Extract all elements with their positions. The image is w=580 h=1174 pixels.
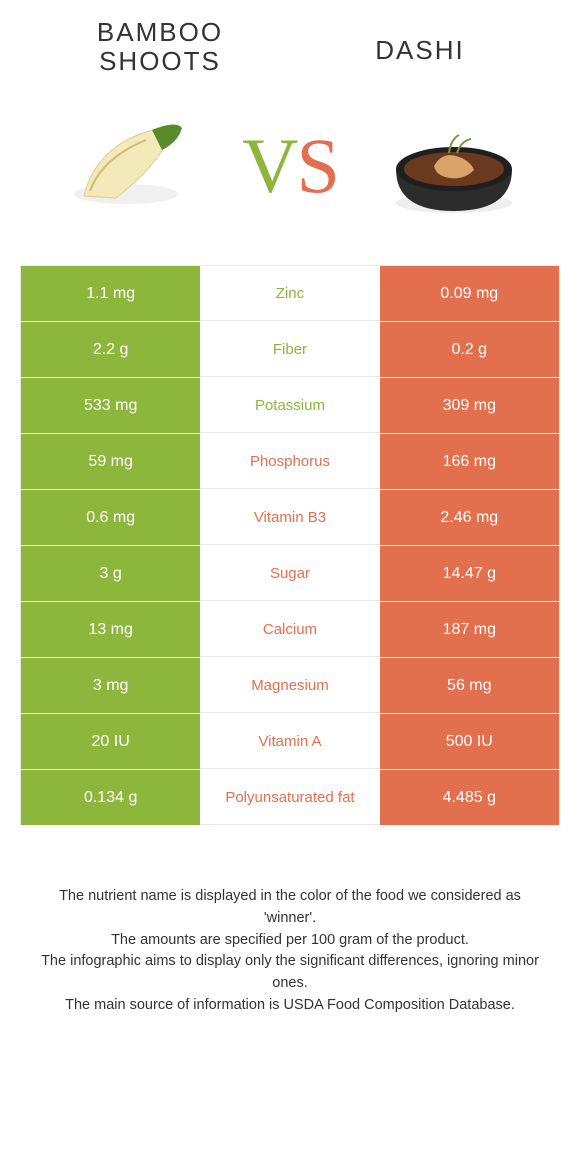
nutrient-label: Phosphorus: [200, 434, 379, 489]
table-row: 20 IUVitamin A500 IU: [21, 714, 559, 770]
nutrient-label: Zinc: [200, 266, 379, 321]
left-value: 3 g: [21, 546, 200, 601]
left-value: 2.2 g: [21, 322, 200, 377]
nutrient-label: Potassium: [200, 378, 379, 433]
table-row: 3 gSugar14.47 g: [21, 546, 559, 602]
left-value: 13 mg: [21, 602, 200, 657]
table-row: 3 mgMagnesium56 mg: [21, 658, 559, 714]
table-row: 0.6 mgVitamin B32.46 mg: [21, 490, 559, 546]
nutrient-label: Polyunsaturated fat: [200, 770, 379, 825]
left-value: 0.134 g: [21, 770, 200, 825]
left-value: 59 mg: [21, 434, 200, 489]
right-value: 56 mg: [380, 658, 559, 713]
right-value: 0.2 g: [380, 322, 559, 377]
left-value: 20 IU: [21, 714, 200, 769]
table-row: 0.134 gPolyunsaturated fat4.485 g: [21, 770, 559, 826]
hero-row: VS: [20, 83, 560, 265]
right-value: 14.47 g: [380, 546, 559, 601]
footer-line-2: The amounts are specified per 100 gram o…: [38, 930, 542, 952]
left-value: 0.6 mg: [21, 490, 200, 545]
title-left: BAMBOO SHOOTS: [30, 18, 290, 75]
footer-line-1: The nutrient name is displayed in the co…: [38, 886, 542, 930]
vs-label: VS: [242, 121, 338, 211]
title-right: DASHI: [290, 18, 550, 75]
right-value: 2.46 mg: [380, 490, 559, 545]
footer-notes: The nutrient name is displayed in the co…: [20, 826, 560, 1017]
right-value: 500 IU: [380, 714, 559, 769]
nutrient-label: Calcium: [200, 602, 379, 657]
right-value: 309 mg: [380, 378, 559, 433]
nutrient-label: Sugar: [200, 546, 379, 601]
titles-row: BAMBOO SHOOTS DASHI: [20, 0, 560, 83]
table-row: 533 mgPotassium309 mg: [21, 378, 559, 434]
left-value: 1.1 mg: [21, 266, 200, 321]
table-row: 1.1 mgZinc0.09 mg: [21, 266, 559, 322]
nutrient-label: Magnesium: [200, 658, 379, 713]
footer-line-4: The main source of information is USDA F…: [38, 995, 542, 1017]
vs-v: V: [242, 122, 296, 209]
right-value: 187 mg: [380, 602, 559, 657]
nutrient-label: Vitamin B3: [200, 490, 379, 545]
footer-line-3: The infographic aims to display only the…: [38, 951, 542, 995]
bamboo-shoot-image: [51, 111, 201, 221]
table-row: 2.2 gFiber0.2 g: [21, 322, 559, 378]
right-value: 166 mg: [380, 434, 559, 489]
table-row: 13 mgCalcium187 mg: [21, 602, 559, 658]
title-left-line1: BAMBOO: [97, 17, 223, 47]
right-value: 0.09 mg: [380, 266, 559, 321]
dashi-bowl-image: [379, 111, 529, 221]
table-row: 59 mgPhosphorus166 mg: [21, 434, 559, 490]
nutrient-label: Fiber: [200, 322, 379, 377]
left-value: 3 mg: [21, 658, 200, 713]
nutrient-table: 1.1 mgZinc0.09 mg2.2 gFiber0.2 g533 mgPo…: [20, 265, 560, 826]
vs-s: S: [296, 122, 337, 209]
nutrient-label: Vitamin A: [200, 714, 379, 769]
left-value: 533 mg: [21, 378, 200, 433]
title-left-line2: SHOOTS: [99, 46, 221, 76]
right-value: 4.485 g: [380, 770, 559, 825]
